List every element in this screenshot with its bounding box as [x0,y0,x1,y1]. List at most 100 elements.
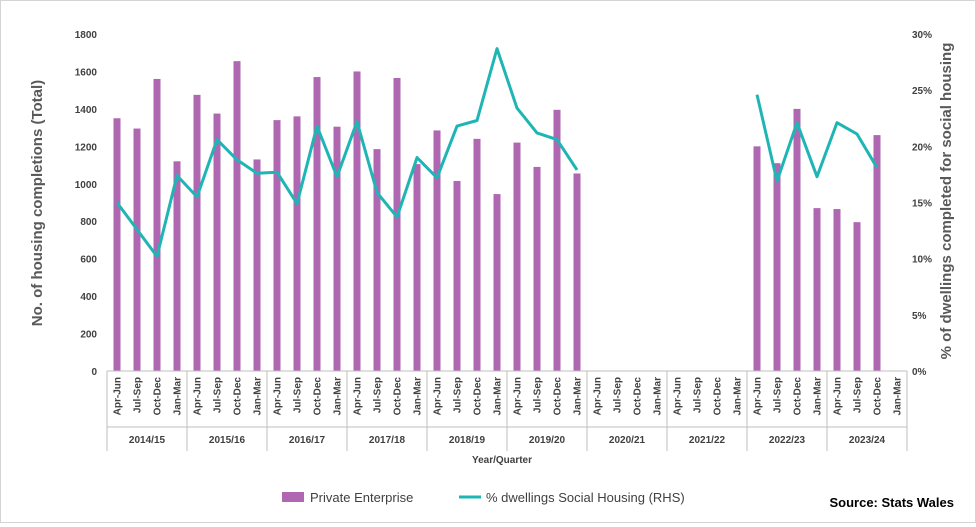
quarter-tick-label: Jul-Sep [293,377,304,413]
bar-private-enterprise [153,78,161,371]
quarter-tick-label: Apr-Jun [833,377,844,415]
y-tick-label: 400 [80,292,97,303]
y-tick-label: 1200 [75,142,98,153]
legend: Private Enterprise % dwellings Social Ho… [282,490,685,505]
bar-private-enterprise [193,94,201,371]
quarter-tick-label: Oct-Dec [633,377,644,416]
bar-private-enterprise [493,194,501,371]
bar-private-enterprise [453,180,461,371]
year-tick-label: 2021/22 [689,435,726,446]
y2-tick-label: 0% [912,367,927,378]
quarter-tick-label: Jan-Mar [733,377,744,415]
year-tick-label: 2022/23 [769,435,806,446]
year-tick-label: 2018/19 [449,435,486,446]
line-social-housing-pct [115,47,879,258]
quarter-tick-label: Apr-Jun [513,377,524,415]
bar-private-enterprise [293,116,301,371]
y-tick-label: 0 [91,367,97,378]
bar-private-enterprise [253,159,261,371]
x-axis-title: Year/Quarter [472,455,532,466]
y2-tick-label: 10% [912,255,932,266]
quarter-tick-label: Jan-Mar [333,377,344,415]
quarter-tick-label: Jan-Mar [813,377,824,415]
quarter-tick-label: Oct-Dec [873,377,884,416]
quarter-tick-label: Jul-Sep [613,377,624,413]
quarter-tick-label: Jan-Mar [653,377,664,415]
quarter-tick-label: Apr-Jun [113,377,124,415]
bar-private-enterprise [313,77,321,372]
bar-private-enterprise [513,142,521,371]
y2-tick-label: 5% [912,311,927,322]
y2-tick-label: 25% [912,86,932,97]
year-tick-label: 2015/16 [209,435,246,446]
source-note: Source: Stats Wales [829,495,954,510]
bar-private-enterprise [853,222,861,371]
bar-private-enterprise [133,128,141,371]
quarter-tick-label: Jul-Sep [853,377,864,413]
quarter-tick-label: Apr-Jun [353,377,364,415]
year-tick-label: 2023/24 [849,435,886,446]
bar-private-enterprise [773,163,781,371]
bar-private-enterprise [373,149,381,371]
bar-private-enterprise [573,173,581,371]
quarter-tick-label: Apr-Jun [593,377,604,415]
quarter-tick-label: Oct-Dec [473,377,484,416]
bar-private-enterprise [753,146,761,371]
y-tick-label: 1800 [75,30,98,41]
year-tick-label: 2017/18 [369,435,406,446]
bar-private-enterprise [353,71,361,371]
quarter-tick-label: Oct-Dec [793,377,804,416]
y-tick-label: 600 [80,255,97,266]
bar-private-enterprise [873,135,881,371]
quarter-tick-label: Oct-Dec [233,377,244,416]
quarter-tick-label: Jan-Mar [173,377,184,415]
quarter-tick-label: Jul-Sep [133,377,144,413]
quarter-tick-label: Apr-Jun [273,377,284,415]
legend-label-private-enterprise: Private Enterprise [310,490,413,505]
quarter-tick-label: Oct-Dec [313,377,324,416]
quarter-tick-label: Jul-Sep [453,377,464,413]
bar-private-enterprise [413,164,421,371]
quarter-tick-label: Oct-Dec [713,377,724,416]
bar-private-enterprise [233,61,241,372]
bar-private-enterprise [173,161,181,371]
quarter-tick-label: Apr-Jun [673,377,684,415]
quarter-tick-label: Jan-Mar [893,377,904,415]
quarter-tick-label: Oct-Dec [153,377,164,416]
bar-private-enterprise [113,118,121,371]
y-tick-label: 1000 [75,180,98,191]
quarter-tick-label: Oct-Dec [553,377,564,416]
year-tick-label: 2019/20 [529,435,566,446]
bar-private-enterprise [333,126,341,371]
quarter-tick-label: Jan-Mar [253,377,264,415]
y2-tick-label: 30% [912,30,932,41]
bar-private-enterprise [433,130,441,371]
quarter-tick-label: Oct-Dec [393,377,404,416]
quarter-tick-label: Apr-Jun [193,377,204,415]
y-tick-label: 800 [80,217,97,228]
y-tick-label: 1400 [75,105,98,116]
y-tick-label: 1600 [75,67,98,78]
bar-private-enterprise [393,77,401,371]
quarter-tick-label: Jul-Sep [213,377,224,413]
legend-swatch-private-enterprise [282,492,304,502]
bar-private-enterprise [273,120,281,371]
bar-private-enterprise [213,113,221,371]
bar-private-enterprise [833,209,841,371]
quarter-tick-label: Jan-Mar [493,377,504,415]
quarter-tick-label: Apr-Jun [433,377,444,415]
bar-private-enterprise [553,109,561,371]
bar-private-enterprise [473,138,481,371]
quarter-tick-label: Jul-Sep [373,377,384,413]
year-tick-label: 2020/21 [609,435,646,446]
quarter-tick-label: Jan-Mar [573,377,584,415]
year-tick-label: 2014/15 [129,435,166,446]
bar-private-enterprise [813,208,821,371]
bar-private-enterprise [793,108,801,371]
quarter-tick-label: Jul-Sep [693,377,704,413]
bar-private-enterprise [533,166,541,371]
y-axis-title: No. of housing completions (Total) [29,80,46,326]
quarter-tick-label: Jan-Mar [413,377,424,415]
